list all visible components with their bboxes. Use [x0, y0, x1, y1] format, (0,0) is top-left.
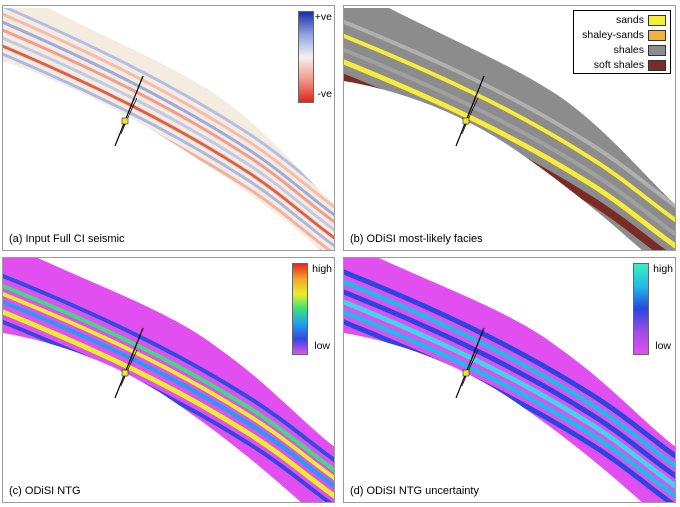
legend-item: shales	[614, 43, 666, 57]
well-log-icon	[455, 327, 485, 399]
well-log-icon	[114, 327, 144, 399]
seismic-section	[3, 8, 334, 250]
colorbar-top-label: high	[653, 263, 673, 275]
panel-ntg-uncertainty: high low (d) ODiSI NTG uncertainty	[343, 257, 676, 503]
seismic-colorbar	[298, 11, 314, 103]
panel-caption: (a) Input Full CI seismic	[7, 233, 127, 245]
legend-item: sands	[616, 13, 666, 27]
colorbar-bottom-label: -ve	[317, 88, 332, 100]
facies-legend: sands shaley-sands shales soft shales	[573, 10, 671, 74]
uncertainty-section	[344, 258, 675, 502]
panel-facies: sands shaley-sands shales soft shales (b…	[343, 5, 676, 251]
well-log-icon	[114, 75, 144, 147]
panel-ntg: high low (c) ODiSI NTG	[2, 257, 335, 503]
legend-item: shaley-sands	[582, 28, 666, 42]
well-log-icon	[455, 75, 485, 147]
legend-item: soft shales	[594, 58, 666, 72]
uncertainty-colorbar	[633, 263, 649, 355]
panel-input-seismic: +ve -ve (a) Input Full CI seismic	[2, 5, 335, 251]
ntg-colorbar	[292, 263, 308, 355]
panel-caption: (c) ODiSI NTG	[7, 485, 83, 497]
panel-caption: (d) ODiSI NTG uncertainty	[348, 485, 481, 497]
colorbar-top-label: high	[312, 263, 332, 275]
ntg-section	[3, 258, 334, 502]
colorbar-top-label: +ve	[314, 11, 332, 23]
colorbar-bottom-label: low	[314, 340, 330, 352]
colorbar-bottom-label: low	[655, 340, 671, 352]
panel-caption: (b) ODiSI most-likely facies	[348, 233, 485, 245]
